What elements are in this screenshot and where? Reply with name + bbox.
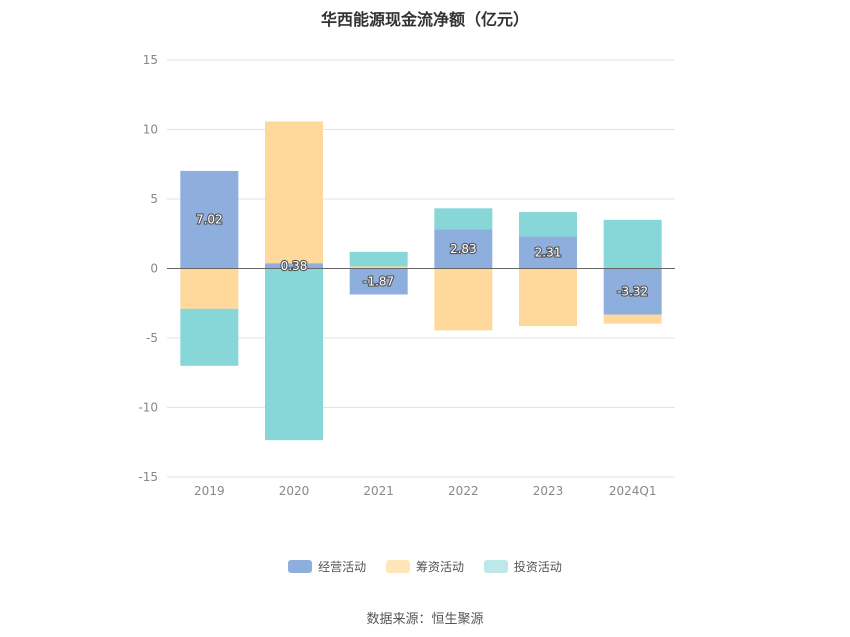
data-label: 2.31 [535,245,562,259]
legend-swatch-operating [288,560,313,573]
bar-segment[interactable] [434,208,493,230]
bar-segment[interactable] [180,268,239,309]
bar-segment[interactable] [349,266,408,269]
legend-label-financing: 筹资活动 [415,560,464,574]
y-tick-label: 10 [143,123,158,137]
bar-segment[interactable] [349,268,408,295]
data-label: 0.38 [281,259,308,273]
chart-title: 华西能源现金流净额（亿元） [320,10,529,29]
legend-swatch-investing [483,560,508,573]
x-tick-label: 2021 [363,484,394,498]
legend-swatch-financing [385,560,410,573]
bar-segment[interactable] [434,268,493,331]
data-label: 7.02 [196,213,223,227]
legend-label-operating: 经营活动 [318,560,367,574]
legend-label-investing: 投资活动 [513,560,562,574]
bar-segment[interactable] [265,121,323,264]
data-label: 2.83 [450,242,477,256]
y-tick-label: 0 [150,262,158,276]
bar-segment[interactable] [265,268,323,441]
legend-item-operating[interactable]: 经营活动 [288,558,366,575]
bar-segment[interactable] [519,236,577,269]
bars [180,121,662,441]
y-tick-label: 5 [150,192,158,206]
y-axis-ticks: 15 10 5 0 -5 -10 -15 [138,53,158,484]
x-tick-label: 2019 [194,484,225,498]
bar-segment[interactable] [434,229,493,269]
x-tick-label: 2020 [279,484,310,498]
bar-segment[interactable] [180,170,239,269]
legend: 经营活动 筹资活动 投资活动 [0,558,850,576]
y-tick-label: -10 [138,401,158,415]
bar-segment[interactable] [349,251,408,267]
data-label: -1.87 [363,274,394,288]
bar-segment[interactable] [519,212,577,237]
bar-segment[interactable] [603,314,662,324]
x-tick-label: 2023 [533,484,564,498]
bar-segment[interactable] [265,263,323,269]
grid-lines [167,59,675,478]
x-axis-ticks: 2019 2020 2021 2022 2023 2024Q1 [194,484,656,498]
y-tick-label: -15 [138,470,158,484]
y-tick-label: 15 [143,53,158,67]
y-tick-label: -5 [146,331,158,345]
x-tick-label: 2024Q1 [609,484,657,498]
legend-item-financing[interactable]: 筹资活动 [385,558,464,575]
legend-item-investing[interactable]: 投资活动 [483,558,562,575]
data-source: 数据来源：恒生聚源 [366,612,484,627]
bar-segment[interactable] [519,268,577,327]
bar-segment[interactable] [603,219,662,269]
data-label: -3.32 [617,285,648,299]
x-tick-label: 2022 [448,484,479,498]
data-labels: 7.02 0.38 -1.87 2.83 2.31 -3.32 [195,212,649,300]
bar-segment[interactable] [603,268,662,315]
bar-segment[interactable] [180,308,239,366]
